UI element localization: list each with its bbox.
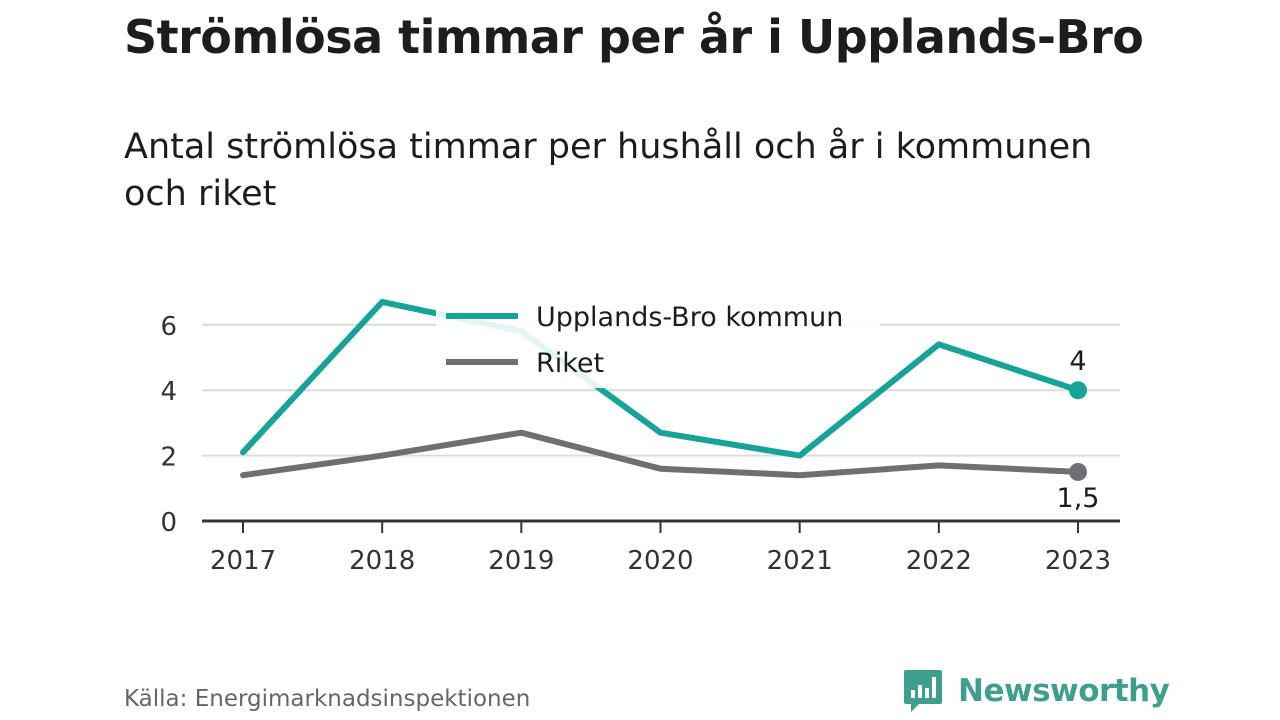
brand-name: Newsworthy — [958, 673, 1170, 709]
x-tick-label: 2022 — [906, 546, 972, 576]
end-point-upplands-bro — [1069, 381, 1088, 400]
series-line-riket — [240, 429, 1081, 479]
series-lines — [240, 298, 1081, 479]
legend-background — [436, 292, 880, 388]
y-tick-label: 2 — [160, 443, 177, 473]
series-line-upplands-bro — [240, 298, 1081, 459]
y-tick-label: 0 — [160, 508, 177, 538]
source-note: Källa: Energimarknadsinspektionen — [124, 686, 531, 712]
x-tick-label: 2018 — [349, 546, 415, 576]
x-tick-label: 2020 — [627, 546, 693, 576]
end-points: 41,5 — [1057, 346, 1100, 514]
axes: 0 2 4 6 2017 2018 2019 2020 2021 2022 2023 — [160, 312, 1120, 576]
legend-label-riket: Riket — [536, 348, 604, 379]
end-label-upplands-bro: 4 — [1069, 346, 1086, 377]
chart-subtitle: Antal strömlösa timmar per hushåll och å… — [124, 127, 1093, 214]
x-tick-label: 2021 — [767, 546, 833, 576]
legend: Upplands-Bro kommun Riket — [436, 292, 880, 388]
y-tick-label: 6 — [160, 312, 177, 342]
end-label-riket: 1,5 — [1057, 483, 1100, 514]
chart-title: Strömlösa timmar per år i Upplands-Bro — [124, 10, 1144, 64]
legend-label-upplands-bro: Upplands-Bro kommun — [536, 302, 843, 333]
newsworthy-logo-icon — [904, 670, 942, 712]
brand-logo: Newsworthy — [903, 668, 1170, 714]
x-tick-label: 2019 — [488, 546, 554, 576]
x-tick-label: 2017 — [210, 546, 276, 576]
y-tick-label: 4 — [160, 377, 177, 407]
x-tick-label: 2023 — [1045, 546, 1111, 576]
end-point-riket — [1069, 462, 1088, 481]
